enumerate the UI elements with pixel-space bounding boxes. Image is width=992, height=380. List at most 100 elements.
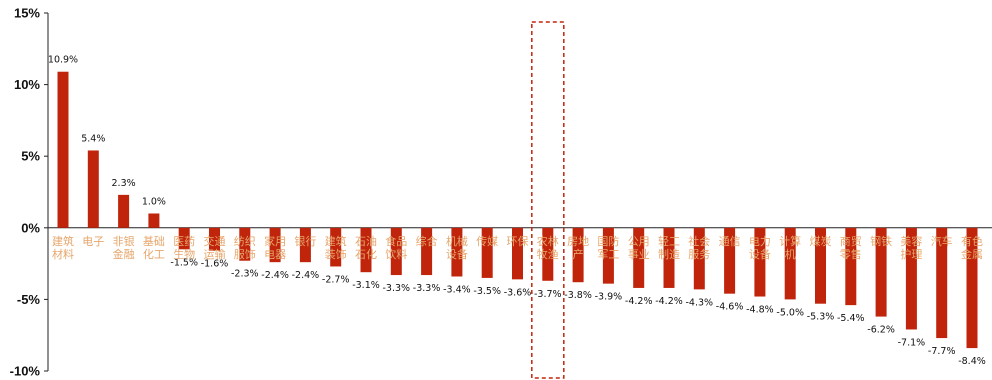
- data-label: 1.0%: [142, 196, 166, 207]
- data-label: 10.9%: [48, 55, 78, 66]
- bar-银行: [299, 227, 311, 263]
- data-label: -4.6%: [716, 302, 744, 313]
- bar-汽车: [936, 227, 948, 339]
- category-label: 纺织服饰: [234, 234, 256, 261]
- data-label: -3.9%: [595, 292, 623, 303]
- bar-房地产: [572, 227, 584, 283]
- category-label: 环保: [507, 234, 529, 248]
- bar-综合: [421, 227, 433, 276]
- category-label: 社会服务: [688, 234, 710, 261]
- data-label: -5.3%: [807, 312, 835, 323]
- data-label: -4.8%: [746, 305, 774, 316]
- y-tick-label: 10%: [14, 77, 40, 92]
- data-labels: 10.9%5.4%2.3%1.0%-1.5% -1.6%-2.3% -2.4% -2.…: [48, 55, 986, 367]
- bar-非银金融: [118, 194, 130, 228]
- category-label: 机械设备: [446, 234, 468, 261]
- category-label: 石油石化: [355, 234, 377, 261]
- category-label: 商贸零售: [840, 234, 862, 261]
- category-label: 公用事业: [628, 235, 650, 261]
- category-label: 家用电器: [264, 234, 286, 261]
- y-tick-label: 5%: [21, 149, 40, 164]
- y-tick-label: 15%: [14, 6, 40, 21]
- data-label: -6.2%: [867, 325, 895, 336]
- data-label: -8.4%: [958, 356, 986, 367]
- bar-商贸零售: [845, 227, 857, 306]
- bar-轻工制造: [663, 227, 675, 288]
- bar-计算机: [784, 227, 796, 300]
- data-label: -3.1%: [352, 280, 380, 291]
- bar-series: [57, 71, 978, 349]
- bar-美容护理: [905, 227, 917, 330]
- bar-纺织服饰: [239, 227, 251, 261]
- bar-家用电器: [269, 227, 281, 263]
- bar-煤炭: [815, 227, 826, 304]
- data-label: -7.1%: [898, 337, 926, 348]
- bar-机械设备: [451, 227, 463, 277]
- category-label: 交通运输: [204, 234, 226, 261]
- highlight-rect: [531, 21, 565, 379]
- bar-食品饮料: [390, 227, 402, 276]
- bar-钢铁: [875, 227, 887, 317]
- bar-建筑装饰: [330, 227, 342, 267]
- bar-电子: [87, 150, 99, 228]
- bar-环保: [512, 227, 523, 280]
- category-label: 煤炭: [810, 235, 832, 248]
- data-label: -3.8%: [564, 290, 592, 301]
- bar-交通运输: [209, 227, 220, 251]
- data-label: -3.4%: [443, 284, 471, 295]
- category-label: 国防军工: [597, 234, 619, 261]
- category-label: 电力设备: [749, 235, 771, 261]
- category-label: 农林牧渔: [537, 234, 559, 261]
- bar-通信: [724, 227, 736, 294]
- category-label: 电子: [82, 235, 104, 248]
- data-label: -3.5%: [473, 286, 501, 297]
- y-tick-label: -10%: [10, 364, 41, 379]
- category-label: 通信: [719, 235, 741, 248]
- bar-基础化工: [148, 213, 160, 228]
- data-label: -5.0%: [776, 307, 804, 318]
- category-label: 银行: [294, 234, 316, 248]
- bar-传媒: [481, 227, 493, 278]
- data-label: -2.4%: [261, 270, 289, 281]
- bar-社会服务: [693, 227, 705, 290]
- bar-医药生物: [178, 227, 190, 250]
- category-label: 钢铁: [870, 235, 892, 248]
- data-label: -3.3%: [413, 283, 441, 294]
- data-label: -4.2%: [655, 296, 683, 307]
- y-tick-label: -5%: [17, 292, 41, 307]
- data-label: -3.7%: [534, 289, 562, 300]
- bar-电力设备: [754, 227, 766, 297]
- data-label: -7.7%: [928, 346, 956, 357]
- bar-国防军工: [602, 227, 614, 284]
- bar-公用事业: [633, 227, 645, 288]
- data-label: -3.3%: [383, 283, 411, 294]
- bar-有色金属: [966, 227, 978, 349]
- bar-建筑材料: [57, 71, 69, 228]
- data-label: -2.3%: [231, 269, 259, 280]
- data-label: -3.6%: [504, 287, 532, 298]
- bar-石油石化: [360, 227, 372, 273]
- category-label: 汽车: [931, 234, 953, 248]
- data-label: -4.2%: [625, 296, 653, 307]
- data-label: -2.7%: [322, 274, 350, 285]
- data-label: -5.4%: [837, 313, 865, 324]
- data-label: -2.4%: [292, 270, 320, 281]
- data-label: 2.3%: [112, 178, 136, 189]
- category-label: 有色金属: [961, 234, 983, 261]
- category-label: 综合: [416, 234, 438, 248]
- data-label: -4.3%: [686, 297, 714, 308]
- highlight-box: [531, 21, 565, 379]
- category-label: 非银金融: [113, 234, 135, 261]
- data-label: -1.5%: [170, 257, 198, 268]
- bar-农林牧渔: [542, 227, 554, 281]
- category-label: 轻工制造: [658, 234, 680, 261]
- category-label: 建筑材料: [52, 234, 74, 261]
- category-label: 传媒: [476, 235, 498, 248]
- category-label: 建筑装饰: [325, 234, 347, 261]
- category-label: 计算机: [779, 234, 801, 261]
- category-label: 食品饮料: [385, 234, 407, 261]
- data-label: -1.6%: [201, 259, 229, 270]
- category-label: 美容护理: [900, 234, 922, 261]
